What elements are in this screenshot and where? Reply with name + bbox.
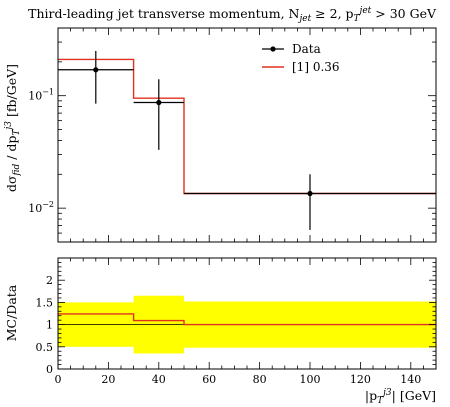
x-tick-label: 140 [400, 373, 421, 386]
legend: Data [1] 0.36 [262, 42, 340, 74]
main-y-tick-label: 10−1 [28, 88, 54, 103]
mc-histogram-line [58, 58, 436, 195]
data-marker [156, 99, 162, 106]
legend-data-marker [270, 46, 276, 52]
data-point-1 [133, 79, 184, 150]
ratio-mc-line [58, 313, 436, 326]
data-marker [307, 190, 313, 197]
ratio-panel: 0 20 40 60 80 100 120 140 0 0.5 1 1.5 2 [36, 257, 437, 386]
main-y-tick-label: 10−2 [28, 200, 54, 215]
ratio-y-tick-label: 0.5 [36, 341, 54, 354]
ratio-y-tick-label: 0 [46, 363, 53, 376]
data-marker [93, 67, 99, 73]
ratio-y-tick-label: 1.5 [36, 296, 54, 309]
chart-title: Third-leading jet transverse momentum, N… [28, 6, 437, 24]
x-tick-label: 0 [55, 373, 62, 386]
data-point-0 [58, 50, 134, 104]
x-tick-label: 100 [300, 373, 321, 386]
main-panel: 10−1 10−2 [28, 27, 437, 243]
ratio-y-axis-label: MC/Data [4, 284, 19, 341]
x-tick-label: 60 [202, 373, 216, 386]
x-tick-label: 80 [253, 373, 267, 386]
x-tick-label: 20 [101, 373, 115, 386]
x-tick-label: 120 [350, 373, 371, 386]
ratio-y-tick-label: 1 [46, 319, 53, 332]
legend-item-data: Data [262, 42, 321, 56]
legend-data-label: Data [292, 42, 321, 56]
x-axis-label: |pT​j3​| [GeV] [365, 388, 436, 406]
legend-mc-label: [1] 0.36 [292, 60, 340, 74]
data-point-2 [184, 174, 436, 230]
legend-item-mc: [1] 0.36 [262, 60, 340, 74]
x-tick-label: 40 [152, 373, 166, 386]
y-axis-label: dσfid​ / dpT​j3​ [fb/GeV] [4, 64, 22, 192]
ratio-y-tick-label: 2 [46, 274, 53, 287]
